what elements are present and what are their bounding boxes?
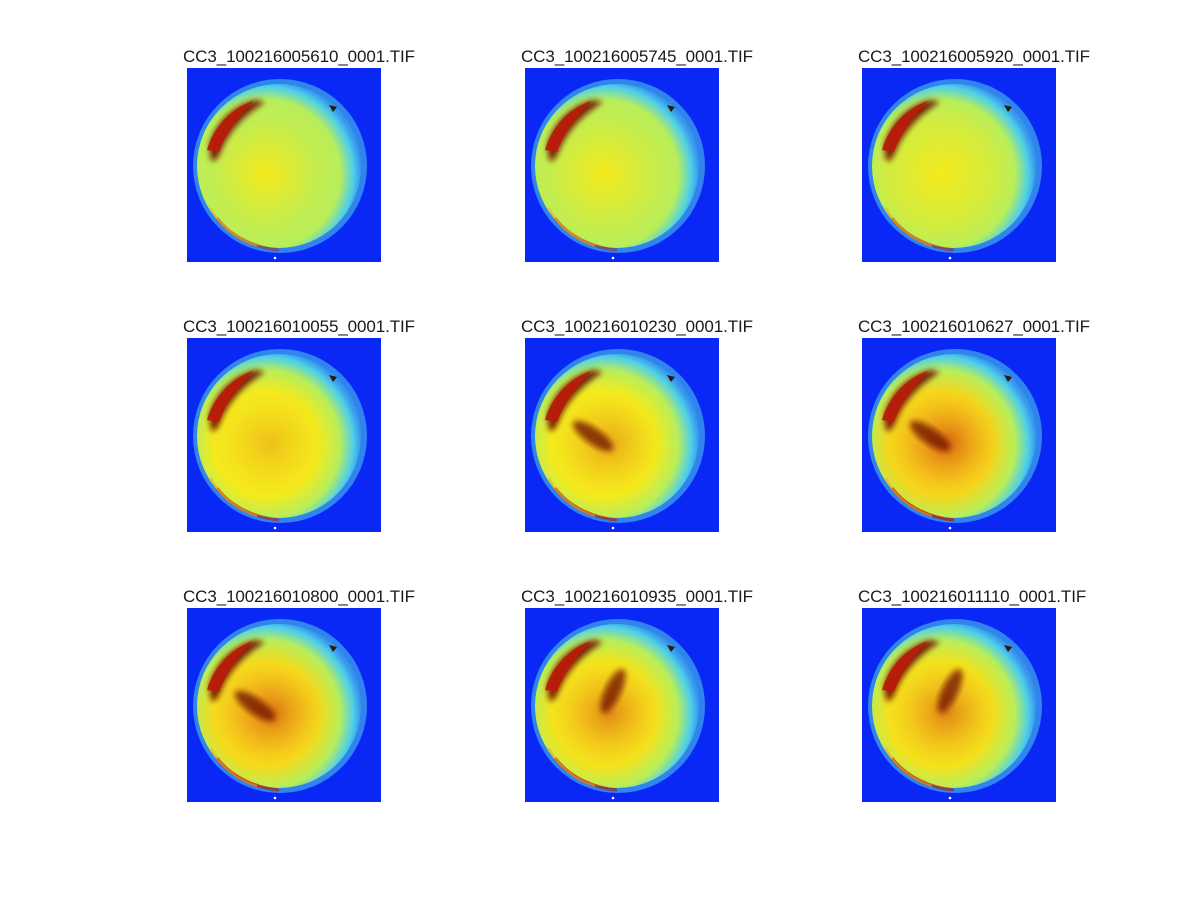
panel-title: CC3_100216005920_0001.TIF: [858, 47, 1090, 66]
panel-9: CC3_100216011110_0001.TIF: [858, 586, 1086, 846]
panel-title: CC3_100216010055_0001.TIF: [183, 317, 415, 336]
horizon-feature: [545, 641, 591, 692]
horizon-streak: [885, 747, 933, 787]
horizon-feature: [882, 641, 928, 692]
warm-core: [555, 661, 665, 765]
horizon-feature: [207, 641, 253, 692]
horizon-feature: [884, 100, 940, 162]
marker: [667, 375, 675, 382]
panel-5: CC3_100216010230_0001.TIF: [521, 316, 753, 576]
sky-image: [525, 608, 719, 802]
marker: [1004, 105, 1012, 112]
panel-4: CC3_100216010055_0001.TIF: [183, 316, 415, 576]
cloud-streak: [600, 668, 626, 714]
cloud-streak: [909, 420, 951, 452]
sky-dome: [535, 84, 699, 248]
horizon-feature: [547, 100, 603, 162]
horizon-streak: [210, 747, 258, 787]
horizon-feature: [882, 101, 928, 152]
bottom-point: [611, 796, 615, 800]
sky-dome: [197, 84, 361, 248]
panel-title: CC3_100216010230_0001.TIF: [521, 317, 753, 336]
panel-title: CC3_100216010800_0001.TIF: [183, 587, 415, 606]
horizon-streak: [548, 477, 596, 517]
panel-title: CC3_100216011110_0001.TIF: [858, 587, 1087, 606]
sky-image: [862, 68, 1056, 262]
sky-image: [187, 68, 381, 262]
panel-6: CC3_100216010627_0001.TIF: [858, 316, 1090, 576]
panel-2: CC3_100216005745_0001.TIF: [521, 46, 753, 306]
horizon-feature: [209, 100, 265, 162]
sky-dome: [872, 84, 1036, 248]
horizon-feature: [207, 101, 253, 152]
horizon-feature: [882, 371, 928, 422]
bottom-point: [273, 796, 277, 800]
panel-8: CC3_100216010935_0001.TIF: [521, 586, 753, 846]
cloud-streak: [937, 668, 963, 714]
horizon-streak: [210, 207, 258, 247]
horizon-feature: [545, 371, 591, 422]
marker: [1004, 645, 1012, 652]
sky-image: [862, 608, 1056, 802]
bottom-point: [948, 796, 952, 800]
panel-title: CC3_100216005745_0001.TIF: [521, 47, 753, 66]
cloud-streak: [234, 690, 276, 722]
horizon-feature: [545, 101, 591, 152]
panel-3: CC3_100216005920_0001.TIF: [858, 46, 1090, 306]
cloud-streak: [572, 420, 614, 452]
bottom-point: [273, 256, 277, 260]
horizon-feature: [884, 640, 940, 702]
sky-image: [525, 68, 719, 262]
panel-title: CC3_100216010935_0001.TIF: [521, 587, 753, 606]
warm-core: [892, 661, 1002, 765]
horizon-streak: [885, 477, 933, 517]
sky-image: [187, 338, 381, 532]
warm-core: [217, 391, 327, 495]
marker: [1004, 375, 1012, 382]
horizon-feature: [547, 370, 603, 432]
horizon-feature: [209, 640, 265, 702]
bottom-point: [948, 256, 952, 260]
marker: [667, 645, 675, 652]
bottom-point: [611, 526, 615, 530]
sky-image: [525, 338, 719, 532]
panel-title: CC3_100216010627_0001.TIF: [858, 317, 1090, 336]
panel-1: CC3_100216005610_0001.TIF: [183, 46, 415, 306]
horizon-feature: [207, 371, 253, 422]
bottom-point: [948, 526, 952, 530]
bottom-point: [273, 526, 277, 530]
marker: [667, 105, 675, 112]
sky-image: [187, 608, 381, 802]
horizon-streak: [548, 747, 596, 787]
horizon-feature: [884, 370, 940, 432]
bottom-point: [611, 256, 615, 260]
marker: [329, 375, 337, 382]
horizon-streak: [548, 207, 596, 247]
horizon-streak: [210, 477, 258, 517]
panel-title: CC3_100216005610_0001.TIF: [183, 47, 415, 66]
horizon-feature: [547, 640, 603, 702]
sky-image: [862, 338, 1056, 532]
horizon-streak: [885, 207, 933, 247]
horizon-feature: [209, 370, 265, 432]
marker: [329, 645, 337, 652]
panel-7: CC3_100216010800_0001.TIF: [183, 586, 415, 846]
marker: [329, 105, 337, 112]
